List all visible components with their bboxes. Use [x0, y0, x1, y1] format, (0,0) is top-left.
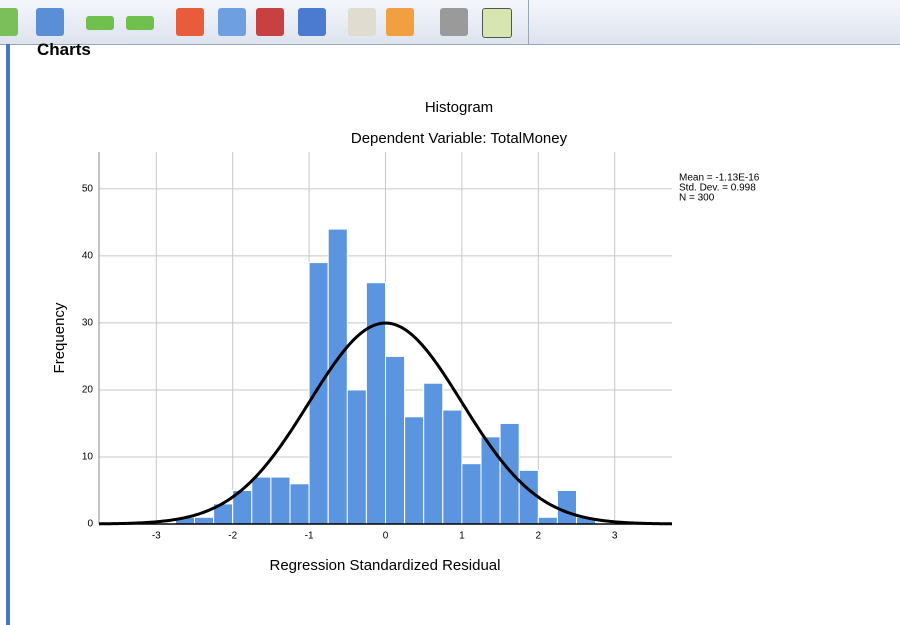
- stats-label: Std. Dev. = 0.998: [679, 183, 756, 194]
- icon[interactable]: [256, 8, 284, 36]
- x-tick-label: -1: [305, 531, 314, 542]
- y-tick-label: 10: [82, 452, 94, 463]
- bar: [442, 409, 463, 525]
- icon[interactable]: [386, 8, 414, 36]
- y-tick-label: 20: [82, 385, 94, 396]
- bar: [461, 463, 482, 525]
- chart-title: Histogram: [425, 99, 493, 116]
- bar: [480, 436, 501, 525]
- bar: [385, 355, 406, 525]
- y-tick-label: 0: [87, 519, 93, 530]
- bar: [518, 469, 539, 525]
- chart-subtitle: Dependent Variable: TotalMoney: [351, 130, 568, 147]
- bar: [251, 476, 272, 525]
- bar: [327, 228, 348, 525]
- x-tick-label: 0: [383, 531, 389, 542]
- icon[interactable]: [0, 8, 18, 36]
- bar: [308, 262, 329, 525]
- separator: [528, 0, 529, 44]
- y-tick-label: 40: [82, 251, 94, 262]
- bar: [556, 489, 578, 525]
- icon[interactable]: [218, 8, 246, 36]
- icon[interactable]: [482, 8, 512, 38]
- redo-icon[interactable]: [126, 16, 154, 30]
- x-tick-label: 2: [536, 531, 542, 542]
- toolbar: [0, 0, 900, 45]
- undo-icon[interactable]: [86, 16, 114, 30]
- x-tick-label: 3: [612, 531, 618, 542]
- x-tick-label: -2: [228, 531, 237, 542]
- bar: [270, 476, 291, 525]
- y-tick-label: 30: [82, 318, 94, 329]
- stats-label: N = 300: [679, 193, 715, 204]
- bar: [289, 483, 310, 525]
- normal-curve: [98, 321, 673, 526]
- heading: Charts: [37, 40, 91, 59]
- bar: [365, 282, 386, 525]
- icon[interactable]: [176, 8, 204, 36]
- icon[interactable]: [348, 8, 376, 36]
- icon[interactable]: [440, 8, 468, 36]
- bar: [346, 389, 367, 525]
- bar: [423, 382, 444, 525]
- y-tick-label: 50: [82, 184, 94, 195]
- bar: [499, 422, 520, 525]
- bar: [194, 516, 215, 525]
- x-axis-label: Regression Standardized Residual: [270, 557, 501, 574]
- icon[interactable]: [298, 8, 326, 36]
- bar: [404, 416, 425, 525]
- x-tick-label: 1: [459, 531, 465, 542]
- frame-border: [6, 44, 10, 625]
- x-tick-label: -3: [152, 531, 161, 542]
- y-axis-label: Frequency: [51, 302, 68, 373]
- stats-label: Mean = -1.13E-16: [679, 173, 760, 184]
- icon[interactable]: [36, 8, 64, 36]
- bar: [537, 516, 558, 525]
